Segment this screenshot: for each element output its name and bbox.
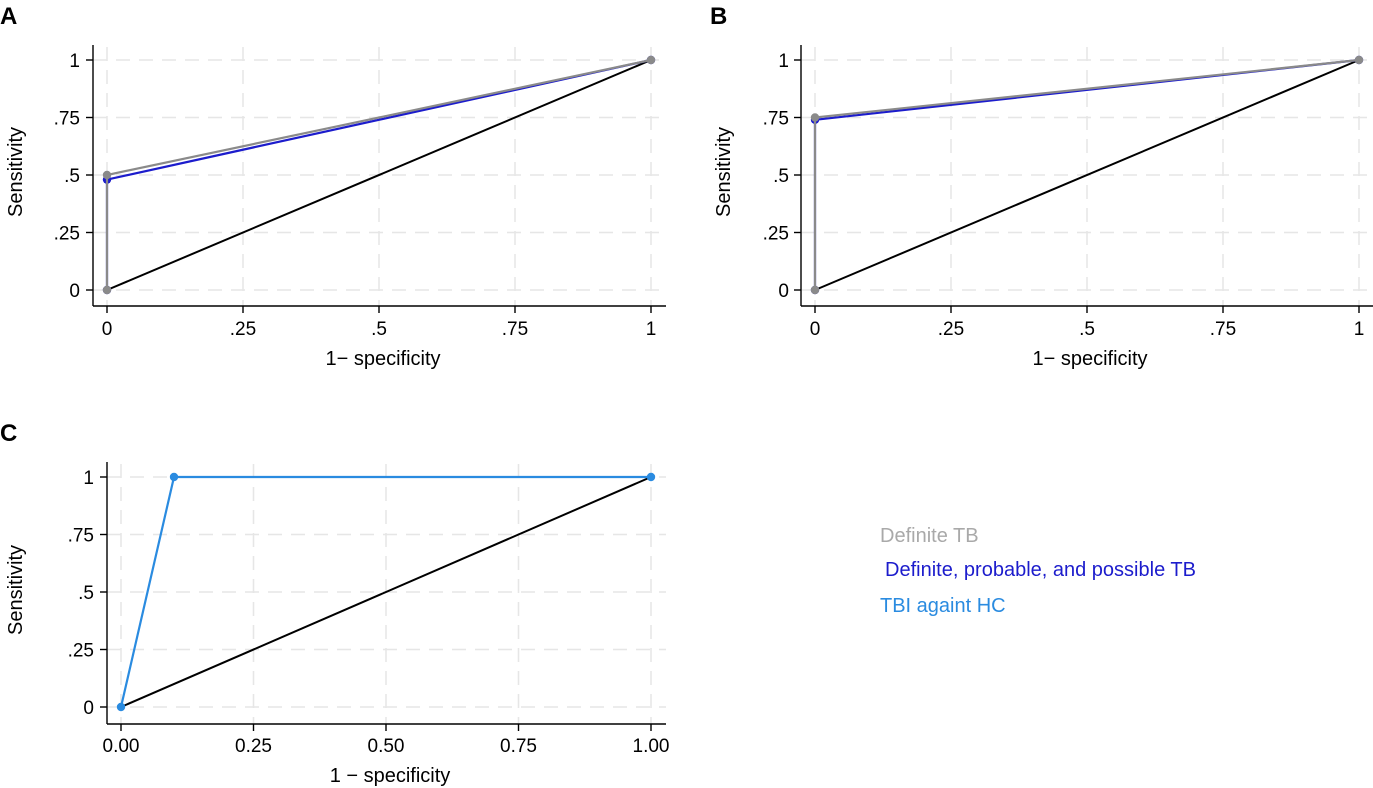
x-tick-label: 1 [1354, 319, 1365, 340]
y-tick-label: 0 [83, 698, 94, 719]
y-tick-label: .75 [68, 526, 94, 547]
y-axis-title: Sensitivity [5, 545, 27, 635]
roc-point-tbi [116, 702, 126, 712]
y-tick-label: 1 [778, 51, 789, 72]
roc-point-definite [102, 285, 112, 295]
y-tick-label: 1 [69, 51, 80, 72]
x-tick-label: 0.75 [500, 736, 537, 757]
x-tick-label: 1.00 [633, 736, 670, 757]
roc-point-definite [810, 285, 820, 295]
y-tick-label: .25 [54, 224, 80, 245]
legend-definite-tb: Definite TB [880, 525, 979, 547]
legend-all-tb: Definite, probable, and possible TB [885, 559, 1196, 581]
roc-point-definite [1354, 55, 1364, 65]
roc-point-definite [646, 55, 656, 65]
reference-diagonal-line [120, 476, 652, 708]
x-tick-label: .75 [502, 319, 528, 340]
x-tick-label: .25 [938, 319, 964, 340]
reference-diagonal-line [106, 59, 652, 291]
y-axis-title: Sensitivity [713, 127, 735, 217]
panel-letter-c: C [0, 420, 17, 447]
x-tick-label: .75 [1210, 319, 1236, 340]
y-tick-label: 0 [778, 281, 789, 302]
x-tick-label: .5 [371, 319, 387, 340]
y-tick-label: .5 [773, 166, 789, 187]
reference-diagonal-line [814, 59, 1360, 291]
x-axis-title: 1 − specificity [330, 765, 451, 787]
x-tick-label: 0.50 [368, 736, 405, 757]
y-tick-label: 0 [69, 281, 80, 302]
x-axis-title: 1− specificity [325, 348, 440, 370]
legend: Definite TB Definite, probable, and poss… [880, 525, 1196, 617]
panel-letter-a: A [0, 3, 17, 30]
y-tick-label: .25 [68, 641, 94, 662]
x-tick-label: .25 [230, 319, 256, 340]
roc-point-definite [810, 113, 820, 122]
panel-a: A 0 .25 .5 .75 1 0 .25 .5 .75 1 1− specificity Sensi… [0, 3, 666, 370]
roc-point-tbi [646, 472, 656, 482]
y-tick-label: .25 [763, 224, 789, 245]
y-tick-label: .5 [64, 166, 80, 187]
x-tick-label: 0 [102, 319, 113, 340]
x-tick-label: 0.25 [235, 736, 272, 757]
x-axis-title: 1− specificity [1032, 348, 1147, 370]
roc-point-tbi [169, 472, 179, 482]
x-tick-label: 0.00 [103, 736, 140, 757]
y-axis-title: Sensitivity [5, 127, 27, 217]
y-tick-label: .75 [763, 109, 789, 130]
y-tick-label: .5 [78, 583, 94, 604]
panel-letter-b: B [710, 3, 727, 30]
y-tick-label: .75 [54, 109, 80, 130]
x-tick-label: .5 [1079, 319, 1095, 340]
roc-point-definite [102, 170, 112, 180]
x-tick-label: 1 [646, 319, 657, 340]
panel-b: B 0 .25 .5 .75 1 0 .25 .5 .75 1 1− specificity Sensi… [710, 3, 1373, 370]
y-tick-label: 1 [83, 468, 94, 489]
legend-tbi-against-hc: TBI againt HC [880, 595, 1006, 617]
x-tick-label: 0 [810, 319, 821, 340]
